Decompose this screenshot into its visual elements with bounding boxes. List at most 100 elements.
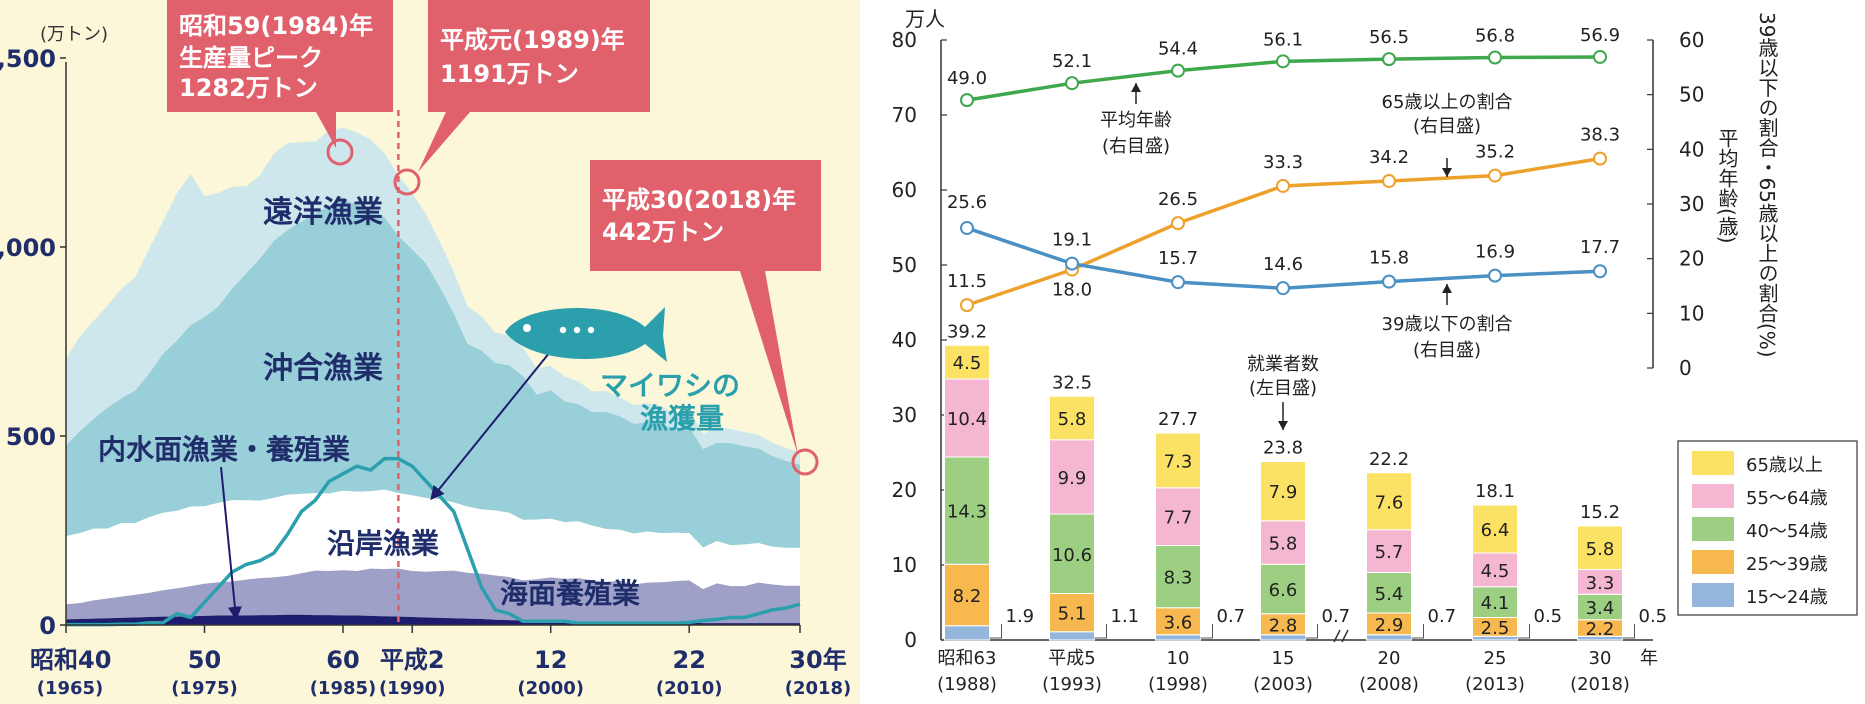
bar-value-label: 6.4 <box>1481 520 1510 541</box>
x-tick-label: 30年 <box>789 646 846 674</box>
under39-ratio-point <box>1276 281 1290 296</box>
bar-value-label: 3.6 <box>1164 612 1193 633</box>
bar-segment-1 <box>1049 631 1095 641</box>
fish-spot <box>573 326 581 334</box>
bar-value-label: 8.3 <box>1164 568 1193 589</box>
y-tick-label: 500 <box>6 423 56 451</box>
youngest-value-label: 1.9 <box>1006 606 1035 627</box>
bar-segment-5 <box>1260 461 1306 522</box>
fish-spot <box>587 326 595 334</box>
bar-segment-2 <box>944 563 990 627</box>
avg-age-value-label: 52.1 <box>1052 51 1092 72</box>
fish-body <box>505 307 667 362</box>
bar-segment-5 <box>1577 525 1623 570</box>
x-tick-year: (2018) <box>785 678 852 699</box>
under39-ratio-value-label: 14.6 <box>1263 254 1303 275</box>
legend-swatch <box>1692 550 1734 574</box>
bar-value-label: 4.5 <box>1481 561 1510 582</box>
bar-value-label: 3.4 <box>1586 598 1615 619</box>
under39-ratio-point <box>1065 256 1079 271</box>
over65-arrow-head <box>1442 168 1452 177</box>
right-y-tick-label: 20 <box>1679 247 1704 271</box>
under39-ratio-point <box>1488 268 1502 283</box>
callout-text: 生産量ピーク <box>179 44 323 72</box>
coastal-area <box>66 489 800 605</box>
legend-label: 40〜54歳 <box>1746 521 1828 542</box>
y-tick-label: 1,000 <box>0 234 56 262</box>
bar-segment-5 <box>944 344 990 380</box>
under39-ratio-value-label: 16.9 <box>1475 242 1515 263</box>
right-y-tick-label: 30 <box>1679 192 1704 216</box>
bar-total-label: 22.2 <box>1369 449 1409 470</box>
bar-segment-4 <box>1472 552 1518 588</box>
x-tick-label: 10 <box>1167 648 1190 669</box>
bar-value-label: 8.2 <box>953 586 982 607</box>
callout-text: 平成30(2018)年 <box>602 186 796 214</box>
x-tick-label: 12 <box>534 646 567 674</box>
bar-value-label: 7.7 <box>1164 508 1193 529</box>
callout-text: 平成元(1989)年 <box>440 26 625 54</box>
under39-ratio-value-label: 19.1 <box>1052 230 1092 251</box>
callout-marker-ring <box>791 448 819 476</box>
bar-value-label: 6.6 <box>1269 580 1298 601</box>
legend-label: 65歳以上 <box>1746 455 1823 476</box>
right-axis-title-ratio: 39歳以下の割合・65歳以上の割合(%) <box>1755 12 1779 358</box>
offshore-area <box>66 199 800 548</box>
bar-value-label: 2.5 <box>1481 618 1510 639</box>
under39-ratio-value-label: 15.8 <box>1369 248 1409 269</box>
over65-ratio-value-label: 38.3 <box>1580 125 1620 146</box>
right-y-tick-label: 10 <box>1679 301 1704 325</box>
over65-ratio-point <box>1382 174 1396 189</box>
avg-age-value-label: 56.5 <box>1369 27 1409 48</box>
right-y-tick-label: 40 <box>1679 137 1704 161</box>
avg-age-value-label: 56.1 <box>1263 29 1303 50</box>
fishery-production-chart: 0 500 1,000 1,500(万トン) 昭和40 (1965) 50 (1975) 60 (… <box>0 0 860 704</box>
legend-swatch <box>1692 583 1734 607</box>
bar-value-label: 5.8 <box>1269 534 1298 555</box>
x-tick-year: (1965) <box>37 678 104 699</box>
over65-ratio-point <box>1593 151 1607 166</box>
bar-segment-4 <box>1049 439 1095 515</box>
legend-label: 55〜64歳 <box>1746 488 1828 509</box>
right-y-tick-label: 50 <box>1679 83 1704 107</box>
legend-swatch <box>1692 451 1734 475</box>
avg-age-value-label: 49.0 <box>947 68 987 89</box>
under39-ratio-value-label: 17.7 <box>1580 237 1620 258</box>
callout-marker-ring <box>326 138 354 166</box>
bar-segment-4 <box>1260 520 1306 565</box>
over65-ratio-point <box>1171 216 1185 231</box>
x-tick-label: 平成2 <box>380 646 445 674</box>
under39-annotation: 39歳以下の割合 <box>1382 314 1513 335</box>
avg-age-point <box>1276 54 1290 69</box>
right-y-tick-label: 60 <box>1679 28 1704 52</box>
over65-ratio-value-label: 33.3 <box>1263 152 1303 173</box>
bar-segment-3 <box>1577 593 1623 621</box>
callout-box <box>167 0 393 112</box>
left-y-tick-label: 50 <box>892 253 917 277</box>
bar-segment-3 <box>944 456 990 565</box>
bar-value-label: 4.1 <box>1481 593 1510 614</box>
x-tick-label: 30 <box>1589 648 1612 669</box>
callout-text: 1191万トン <box>440 60 579 88</box>
bar-value-label: 5.8 <box>1586 539 1615 560</box>
avg-age-point <box>1171 63 1185 78</box>
bar-total-label: 39.2 <box>947 321 987 342</box>
x-tick-label: 20 <box>1378 648 1401 669</box>
bar-segment-3 <box>1155 545 1201 609</box>
x-tick-year: (2003) <box>1253 674 1313 695</box>
distant-area <box>66 127 800 465</box>
youngest-leader-line <box>1200 624 1213 639</box>
legend-swatch <box>1692 484 1734 508</box>
bar-segment-3 <box>1260 563 1306 615</box>
x-tick-year: (1985) <box>310 678 377 699</box>
avg-age-value-label: 56.8 <box>1475 25 1515 46</box>
avg-age-point <box>1593 49 1607 64</box>
callout-text: 昭和59(1984)年 <box>179 12 373 40</box>
over65-ratio-value-label: 34.2 <box>1369 147 1409 168</box>
bar-value-label: 10.6 <box>1052 545 1092 566</box>
distant-fishery-label: 遠洋漁業 <box>263 195 383 230</box>
bar-total-label: 27.7 <box>1158 409 1198 430</box>
left-y-tick-label: 10 <box>892 553 917 577</box>
